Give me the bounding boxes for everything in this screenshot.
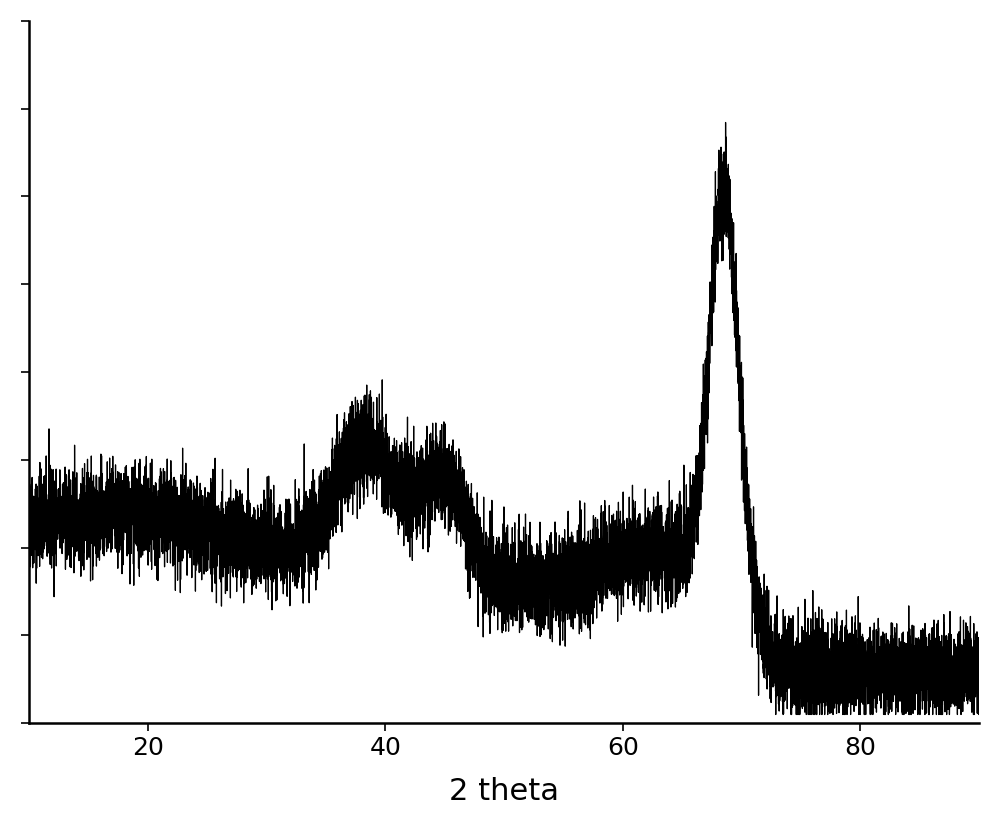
X-axis label: 2 theta: 2 theta — [449, 777, 559, 806]
